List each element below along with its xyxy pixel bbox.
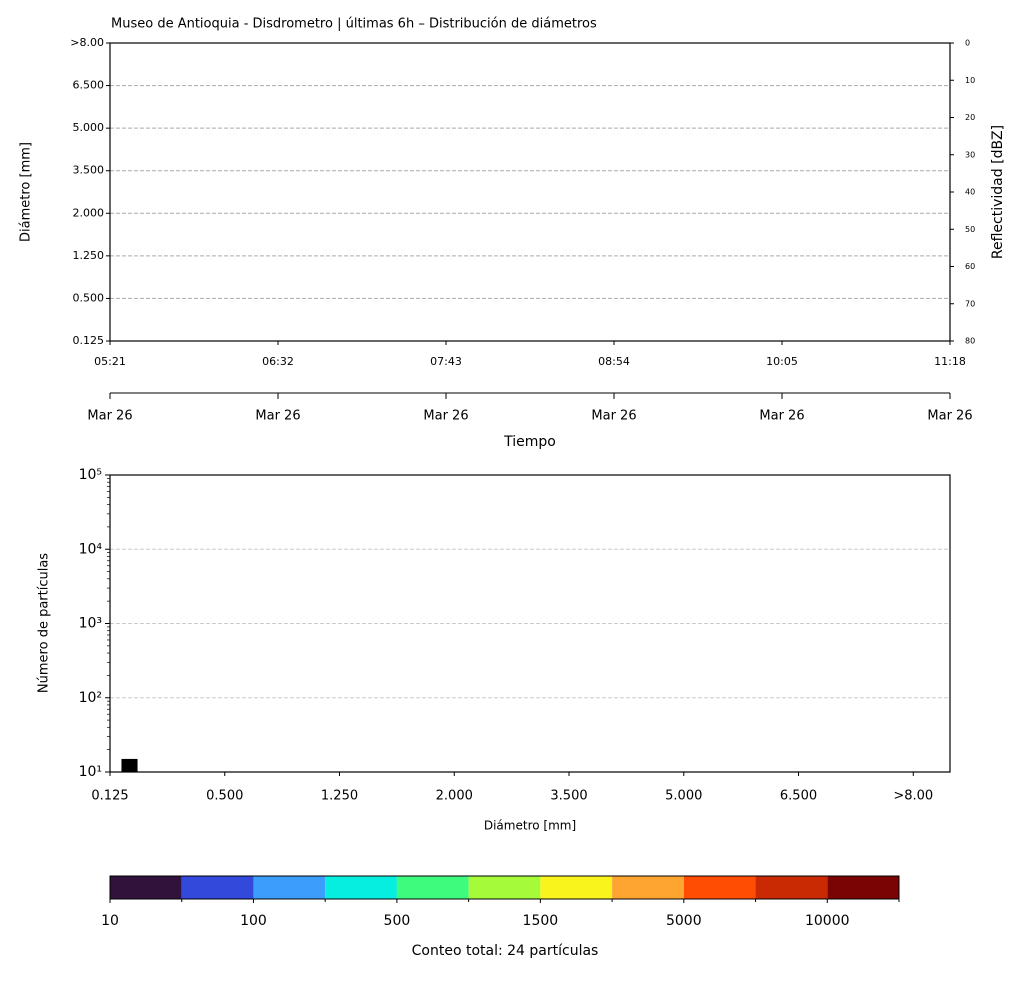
chart-title: Museo de Antioquia - Disdrometro | últim…: [111, 17, 597, 32]
y2-tick-label: 40: [965, 188, 975, 197]
y-axis-label: Diámetro [mm]: [19, 142, 34, 242]
x2-tick-label: Mar 26: [591, 409, 636, 424]
colorbar-segment: [325, 876, 397, 899]
y-tick-label: 3.500: [73, 164, 105, 177]
y2-tick-label: 10: [965, 76, 975, 85]
plot-frame: [109, 474, 951, 773]
colorbar-segment: [755, 876, 828, 899]
y-tick-label: 10³: [79, 616, 102, 632]
x-tick-label: 1.250: [321, 789, 358, 804]
colorbar-segment: [181, 876, 254, 899]
x-axis-label: Diámetro [mm]: [484, 819, 576, 833]
colorbar-segment: [683, 876, 756, 899]
x-tick-label: 6.500: [780, 789, 817, 804]
colorbar-frame: [109, 875, 900, 900]
x-tick-label: 05:21: [94, 355, 126, 368]
bar: [121, 758, 138, 772]
x-tick-label: 0.125: [91, 789, 128, 804]
y-tick-label: 0.500: [73, 291, 105, 304]
x2-tick-label: Mar 26: [255, 409, 300, 424]
y2-axis-label: Reflectividad [dBZ]: [990, 125, 1006, 259]
x-tick-label: 3.500: [550, 789, 587, 804]
plot-frame: [109, 42, 951, 342]
y2-tick-label: 0: [965, 39, 970, 48]
x-axis-label: Tiempo: [503, 434, 556, 450]
x2-tick-label: Mar 26: [927, 409, 972, 424]
y2-tick-label: 70: [965, 299, 975, 308]
colorbar-segment: [827, 876, 899, 899]
colorbar-segment: [253, 876, 326, 899]
y-tick-label: 2.000: [73, 206, 105, 219]
y-tick-label: 10²: [79, 690, 102, 706]
y-tick-label: 1.250: [73, 249, 105, 262]
y-tick-label: 10⁴: [79, 541, 103, 557]
x-tick-label: 06:32: [262, 355, 294, 368]
colorbar-label: Conteo total: 24 partículas: [412, 943, 599, 959]
y-tick-label: 0.125: [73, 334, 105, 347]
y-tick-label: >8.00: [70, 36, 104, 49]
x2-tick-label: Mar 26: [759, 409, 804, 424]
x2-tick-label: Mar 26: [87, 409, 132, 424]
x2-tick-label: Mar 26: [423, 409, 468, 424]
colorbar-segment: [540, 876, 613, 899]
colorbar-tick-label: 100: [240, 913, 267, 929]
y-axis-label: Número de partículas: [37, 553, 52, 693]
colorbar-segment: [612, 876, 684, 899]
y-tick-label: 6.500: [73, 79, 105, 92]
colorbar-segment: [396, 876, 469, 899]
x-tick-label: 08:54: [598, 355, 630, 368]
y2-tick-label: 50: [965, 225, 975, 234]
x-tick-label: 5.000: [665, 789, 702, 804]
colorbar-tick-label: 10: [101, 913, 119, 929]
colorbar-tick-label: 5000: [666, 913, 702, 929]
x-tick-label: 11:18: [934, 355, 966, 368]
colorbar-tick-label: 1500: [523, 913, 559, 929]
x-tick-label: 07:43: [430, 355, 462, 368]
colorbar-tick-label: 500: [384, 913, 411, 929]
colorbar-segment: [468, 876, 541, 899]
x-tick-label: >8.00: [893, 789, 933, 804]
x-tick-label: 2.000: [436, 789, 473, 804]
y2-tick-label: 60: [965, 262, 975, 271]
y-tick-label: 10⁵: [79, 467, 102, 483]
y2-tick-label: 20: [965, 113, 975, 122]
y2-tick-label: 80: [965, 337, 975, 346]
y2-tick-label: 30: [965, 150, 975, 159]
colorbar-segment: [110, 876, 182, 899]
x-tick-label: 10:05: [766, 355, 798, 368]
colorbar-tick-label: 10000: [805, 913, 850, 929]
x-tick-label: 0.500: [206, 789, 243, 804]
y-tick-label: 10¹: [79, 764, 102, 780]
y-tick-label: 5.000: [73, 121, 105, 134]
